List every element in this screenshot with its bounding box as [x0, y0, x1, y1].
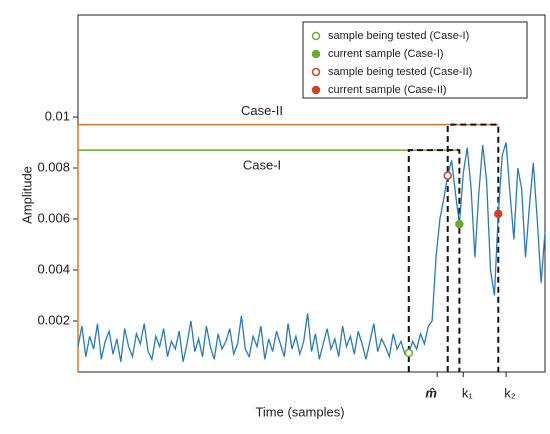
search-window: [407, 149, 461, 372]
legend-label: current sample (Case-II): [328, 84, 447, 96]
x-tick-label: k₂: [504, 385, 516, 400]
legend-label: current sample (Case-I): [328, 48, 444, 60]
marker-point: [455, 219, 464, 229]
marker-point: [494, 209, 503, 219]
legend: sample being tested (Case-I) current samp…: [302, 21, 528, 99]
marker-point: [404, 348, 414, 358]
x-axis-label: Time (samples): [255, 404, 344, 419]
legend-marker: [311, 67, 321, 77]
y-tick-label: 0.008: [37, 159, 70, 174]
legend-label: sample being tested (Case-I): [328, 30, 469, 42]
threshold-label: Case-II: [241, 103, 283, 118]
threshold-label: Case-I: [243, 158, 281, 173]
legend-label: sample being tested (Case-II): [328, 66, 472, 78]
y-tick-label: 0.004: [37, 261, 70, 276]
legend-marker: [311, 85, 321, 95]
signal-line: [77, 142, 546, 362]
search-window: [446, 123, 500, 372]
y-tick-label: 0.006: [37, 210, 70, 225]
x-tick-label: k₁: [462, 385, 474, 400]
legend-marker: [311, 49, 321, 59]
y-tick-label: 0.002: [37, 312, 70, 327]
x-tick-label: m̂: [425, 385, 437, 400]
y-axis-label: Amplitude: [19, 166, 34, 224]
marker-point: [443, 171, 452, 180]
legend-marker: [311, 31, 321, 41]
y-tick-label: 0.01: [45, 108, 70, 123]
legend-box: [302, 21, 528, 99]
